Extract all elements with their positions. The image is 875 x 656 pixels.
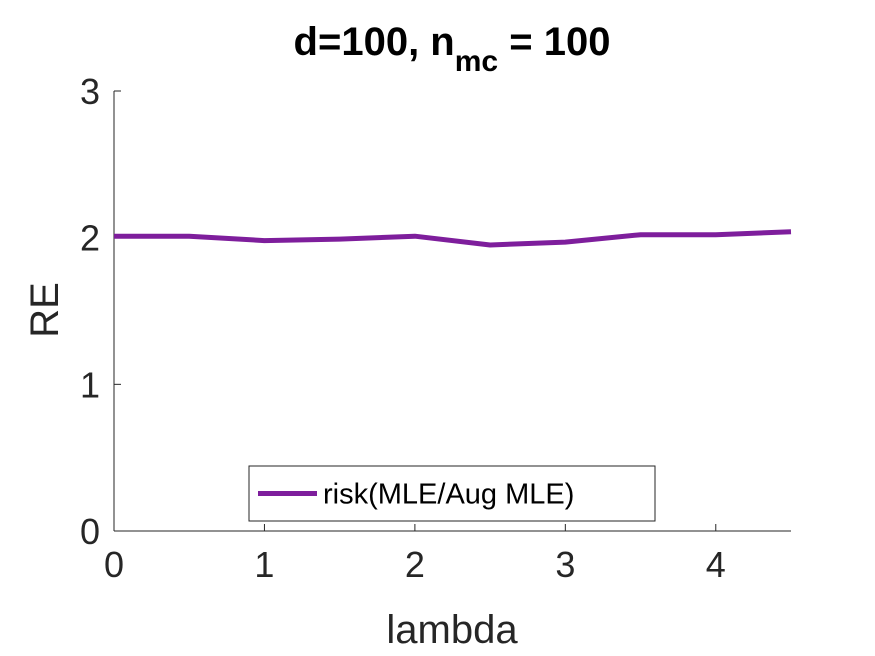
chart-title: d=100, nmc = 100 — [294, 20, 611, 78]
x-axis-label: lambda — [386, 608, 518, 652]
axes: 0 1 2 3 4 0 1 2 3 — [80, 71, 791, 585]
y-tick-label: 2 — [80, 218, 100, 259]
y-tick-label: 1 — [80, 364, 100, 405]
x-tick-label: 1 — [254, 544, 274, 585]
legend: risk(MLE/Aug MLE) — [248, 465, 656, 522]
chart-title-suffix: = 100 — [498, 20, 610, 64]
x-tick-label: 3 — [555, 544, 575, 585]
x-tick-label: 0 — [104, 544, 124, 585]
chart-title-subscript: mc — [455, 45, 498, 78]
y-axis-label: RE — [23, 282, 67, 338]
chart-title-main: d=100, n — [294, 20, 455, 64]
y-tick-label: 3 — [80, 71, 100, 112]
series-line — [114, 229, 792, 248]
legend-entry-label: risk(MLE/Aug MLE) — [323, 479, 574, 511]
x-tick-label: 2 — [405, 544, 425, 585]
y-tick-label: 0 — [80, 511, 100, 552]
series-lines — [114, 229, 792, 248]
x-tick-label: 4 — [706, 544, 726, 585]
